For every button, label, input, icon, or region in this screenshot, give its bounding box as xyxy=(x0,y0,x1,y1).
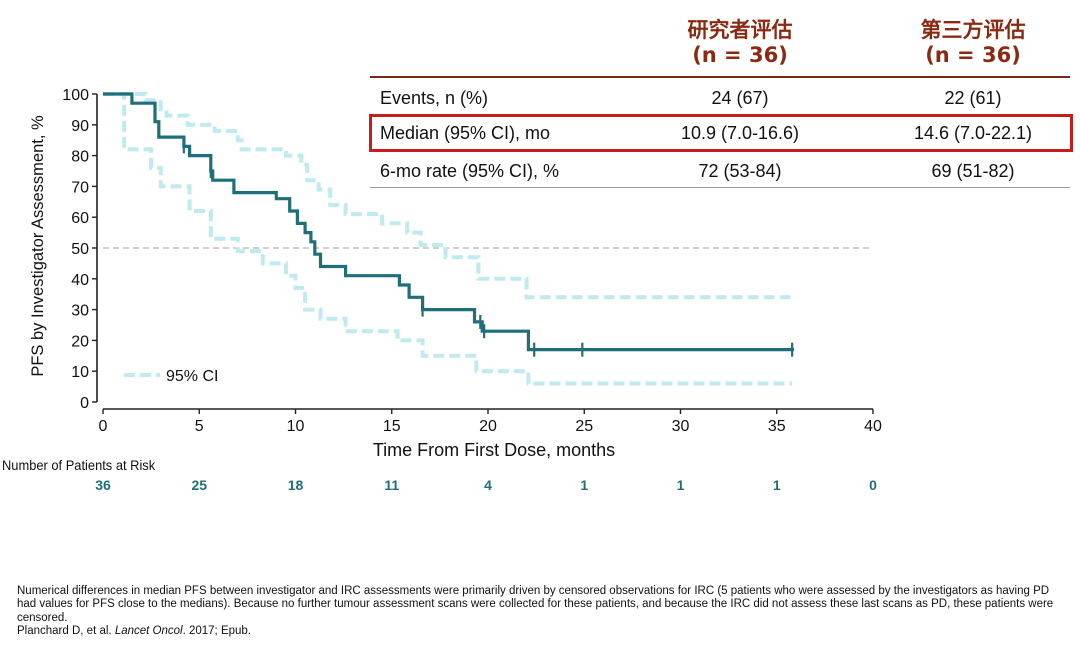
y-tick-label: 20 xyxy=(71,333,89,350)
citation-journal: Lancet Oncol xyxy=(114,624,183,637)
x-tick-label: 25 xyxy=(575,418,593,435)
citation-details: . 2017; Epub. xyxy=(182,624,251,637)
at-risk-count: 4 xyxy=(484,477,492,493)
x-tick-label: 35 xyxy=(768,418,786,435)
row-events-inv: 24 (67) xyxy=(711,88,769,108)
at-risk-count: 1 xyxy=(676,477,685,493)
at-risk-title: Number of Patients at Risk xyxy=(2,457,156,473)
x-tick-label: 20 xyxy=(479,418,497,435)
y-tick-label: 50 xyxy=(71,241,89,258)
at-risk-count: 1 xyxy=(580,477,589,493)
row-6mo-label: 6-mo rate (95% CI), % xyxy=(380,161,560,181)
row-events-irc: 22 (61) xyxy=(944,88,1002,108)
footnote-text: Numerical differences in median PFS betw… xyxy=(17,585,1054,624)
estimate-curve xyxy=(103,92,795,357)
y-tick-label: 60 xyxy=(71,210,89,227)
y-tick-label: 10 xyxy=(71,364,89,381)
at-risk-count: 18 xyxy=(287,477,304,493)
x-tick-label: 5 xyxy=(195,418,204,435)
y-tick-label: 40 xyxy=(71,272,89,289)
x-tick-label: 15 xyxy=(383,418,401,435)
x-tick-label: 40 xyxy=(864,418,882,435)
header-irc-n: (n = 36) xyxy=(925,43,1021,67)
row-6mo-inv: 72 (53-84) xyxy=(698,161,782,181)
at-risk-count: 25 xyxy=(191,477,208,493)
y-tick-label: 80 xyxy=(71,149,89,166)
at-risk-count: 0 xyxy=(869,477,877,493)
row-events-label: Events, n (%) xyxy=(380,88,489,108)
row-median-inv: 10.9 (7.0-16.6) xyxy=(680,123,800,143)
x-tick-label: 0 xyxy=(99,418,108,435)
at-risk-count: 1 xyxy=(772,477,781,493)
ci-curves xyxy=(103,92,793,386)
at-risk-count: 36 xyxy=(95,477,111,493)
x-tick-label: 10 xyxy=(287,418,305,435)
table-top-rule xyxy=(370,76,1070,78)
x-axis-title: Time From First Dose, months xyxy=(373,440,615,460)
header-investigator-title: 研究者评估 xyxy=(687,18,793,42)
row-median-label: Median (95% CI), mo xyxy=(380,123,551,143)
header-irc-title: 第三方评估 xyxy=(920,18,1026,42)
chart-legend: 95% CI xyxy=(124,368,218,385)
median-highlight-box xyxy=(369,114,1073,152)
y-tick-label: 30 xyxy=(71,303,89,320)
citation: Planchard D, et al. Lancet Oncol. 2017; … xyxy=(17,625,1057,638)
x-tick-label: 30 xyxy=(672,418,690,435)
y-tick-label: 90 xyxy=(71,118,89,135)
row-6mo-irc: 69 (51-82) xyxy=(931,161,1015,181)
row-median-irc: 14.6 (7.0-22.1) xyxy=(913,123,1033,143)
citation-authors: Planchard D, et al. xyxy=(17,624,112,637)
header-irc: 第三方评估 (n = 36) xyxy=(893,18,1053,68)
header-investigator-n: (n = 36) xyxy=(692,43,788,67)
y-tick-label: 0 xyxy=(80,395,89,412)
y-tick-label: 100 xyxy=(62,87,89,104)
legend-ci-label: 95% CI xyxy=(166,368,218,385)
table-bottom-rule xyxy=(370,187,1070,188)
header-investigator: 研究者评估 (n = 36) xyxy=(660,18,820,68)
y-tick-label: 70 xyxy=(71,179,89,196)
km-chart: 0 10 20 30 40 50 60 70 80 90 100 0 5 10 15 20 25 30 35 40 Ti… xyxy=(29,87,882,460)
footnote: Numerical differences in median PFS betw… xyxy=(17,585,1057,638)
y-axis-title: PFS by Investigator Assessment, % xyxy=(29,115,47,377)
at-risk-count: 11 xyxy=(384,477,400,493)
ci-upper-curve xyxy=(103,92,793,300)
chart-axes: 0 10 20 30 40 50 60 70 80 90 100 0 5 10 15 20 25 30 35 40 Ti… xyxy=(29,87,882,460)
ci-lower-curve xyxy=(103,92,793,386)
